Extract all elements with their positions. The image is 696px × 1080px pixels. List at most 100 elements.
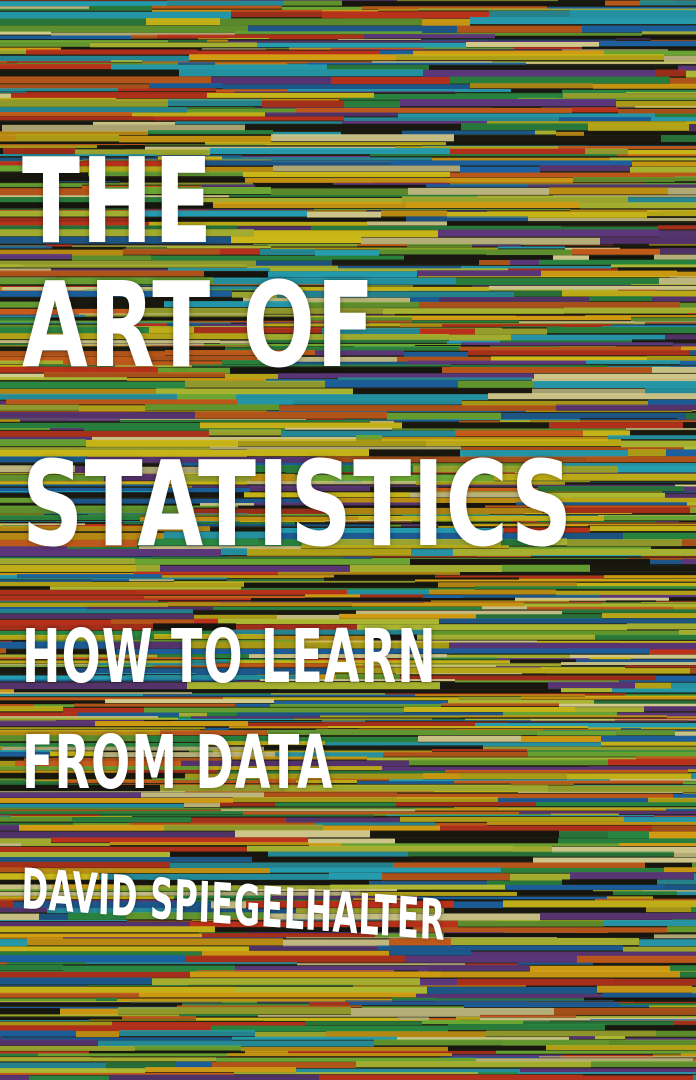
stripe <box>221 809 415 812</box>
stripe <box>562 879 657 885</box>
stripe <box>0 641 111 649</box>
stripe <box>149 327 194 334</box>
stripe <box>470 17 696 25</box>
stripe <box>510 259 539 265</box>
stripe <box>181 320 412 323</box>
stripe <box>496 666 541 669</box>
stripe <box>315 497 524 503</box>
stripe <box>182 899 353 902</box>
stripe <box>375 933 444 938</box>
stripe <box>96 997 117 1001</box>
stripe <box>674 852 696 858</box>
stripe <box>132 112 265 117</box>
stripe <box>561 226 658 231</box>
stripe <box>410 297 439 303</box>
stripe <box>0 946 249 952</box>
stripe <box>573 177 675 183</box>
stripe <box>172 197 402 204</box>
stripe <box>651 117 696 122</box>
stripe <box>475 328 547 335</box>
stripe <box>628 557 696 560</box>
stripe <box>693 1058 696 1063</box>
stripe <box>235 830 370 838</box>
stripe <box>451 938 639 946</box>
stripe <box>683 422 696 429</box>
stripe <box>665 884 696 890</box>
stripe <box>421 689 561 694</box>
stripe <box>554 1007 696 1015</box>
stripe <box>0 315 58 318</box>
stripe <box>619 843 696 847</box>
stripe <box>521 736 601 743</box>
stripe <box>461 715 667 718</box>
stripe <box>178 718 294 721</box>
stripe <box>359 728 621 730</box>
stripe <box>110 842 309 846</box>
stripe <box>549 187 668 195</box>
stripe <box>126 247 167 250</box>
stripe <box>409 759 608 766</box>
stripe <box>179 1014 258 1017</box>
stripe <box>235 703 270 707</box>
stripe <box>338 265 461 269</box>
stripe <box>0 1062 106 1069</box>
stripe <box>556 404 696 411</box>
stripe <box>0 447 210 451</box>
stripe <box>353 985 526 987</box>
stripe <box>488 40 696 43</box>
stripe <box>577 955 696 963</box>
stripe <box>315 249 379 256</box>
stripe <box>0 609 193 614</box>
stripe <box>194 327 322 334</box>
stripe <box>417 634 595 640</box>
stripe <box>129 579 174 582</box>
stripe <box>358 515 604 521</box>
stripe <box>88 456 317 463</box>
stripe <box>213 202 406 209</box>
stripe <box>0 778 25 781</box>
stripe <box>0 721 95 727</box>
stripe <box>78 712 179 717</box>
stripe <box>217 770 445 774</box>
stripe <box>52 246 126 249</box>
stripe <box>237 399 293 405</box>
stripe <box>79 313 250 315</box>
stripe <box>0 381 185 389</box>
stripe <box>211 77 331 85</box>
stripe <box>268 244 357 247</box>
stripe <box>338 377 532 381</box>
stripe <box>649 244 696 246</box>
stripe <box>37 317 301 322</box>
stripe <box>119 466 209 474</box>
stripe <box>158 156 222 160</box>
stripe <box>14 689 278 694</box>
stripe <box>87 606 213 610</box>
stripe <box>447 177 573 183</box>
stripe <box>681 346 696 351</box>
stripe <box>416 993 602 999</box>
stripe <box>289 47 424 50</box>
stripe <box>356 610 562 615</box>
stripe <box>0 665 153 668</box>
stripe <box>515 472 563 474</box>
stripe <box>118 88 216 92</box>
stripe <box>0 99 168 107</box>
stripe <box>235 965 428 972</box>
stripe <box>370 830 559 838</box>
stripe <box>0 254 72 260</box>
stripe <box>584 997 696 1001</box>
stripe <box>686 70 696 78</box>
stripe <box>283 0 342 6</box>
stripe <box>320 784 511 786</box>
stripe <box>380 50 413 56</box>
stripe <box>88 985 188 987</box>
stripe <box>445 769 688 773</box>
stripe <box>0 97 116 100</box>
stripe <box>590 564 696 572</box>
stripe <box>151 255 404 261</box>
stripe <box>521 245 696 248</box>
stripe <box>580 418 677 420</box>
stripe <box>400 816 624 822</box>
stripe <box>502 326 561 328</box>
stripe <box>27 364 74 367</box>
